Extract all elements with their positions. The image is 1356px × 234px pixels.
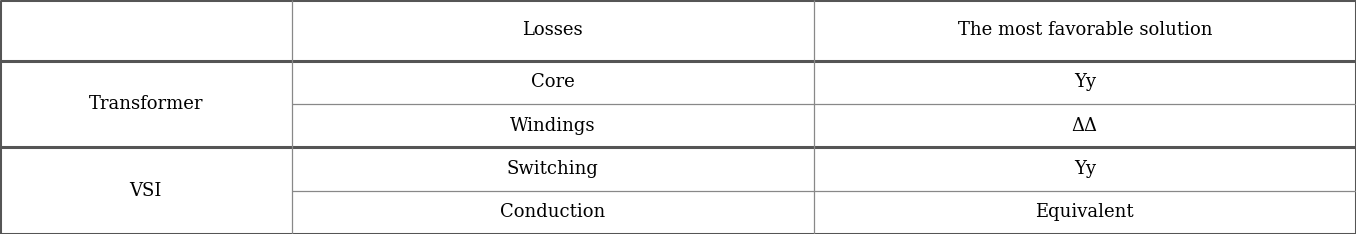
Text: VSI: VSI — [130, 182, 161, 200]
Text: Switching: Switching — [507, 160, 598, 178]
Text: Yy: Yy — [1074, 73, 1096, 91]
Text: Windings: Windings — [510, 117, 595, 135]
Text: Conduction: Conduction — [500, 203, 605, 221]
Text: Core: Core — [530, 73, 575, 91]
Text: The most favorable solution: The most favorable solution — [957, 22, 1212, 39]
Text: Losses: Losses — [522, 22, 583, 39]
Text: Yy: Yy — [1074, 160, 1096, 178]
Text: Transformer: Transformer — [88, 95, 203, 113]
Text: Equivalent: Equivalent — [1036, 203, 1134, 221]
Text: ΔΔ: ΔΔ — [1071, 117, 1098, 135]
